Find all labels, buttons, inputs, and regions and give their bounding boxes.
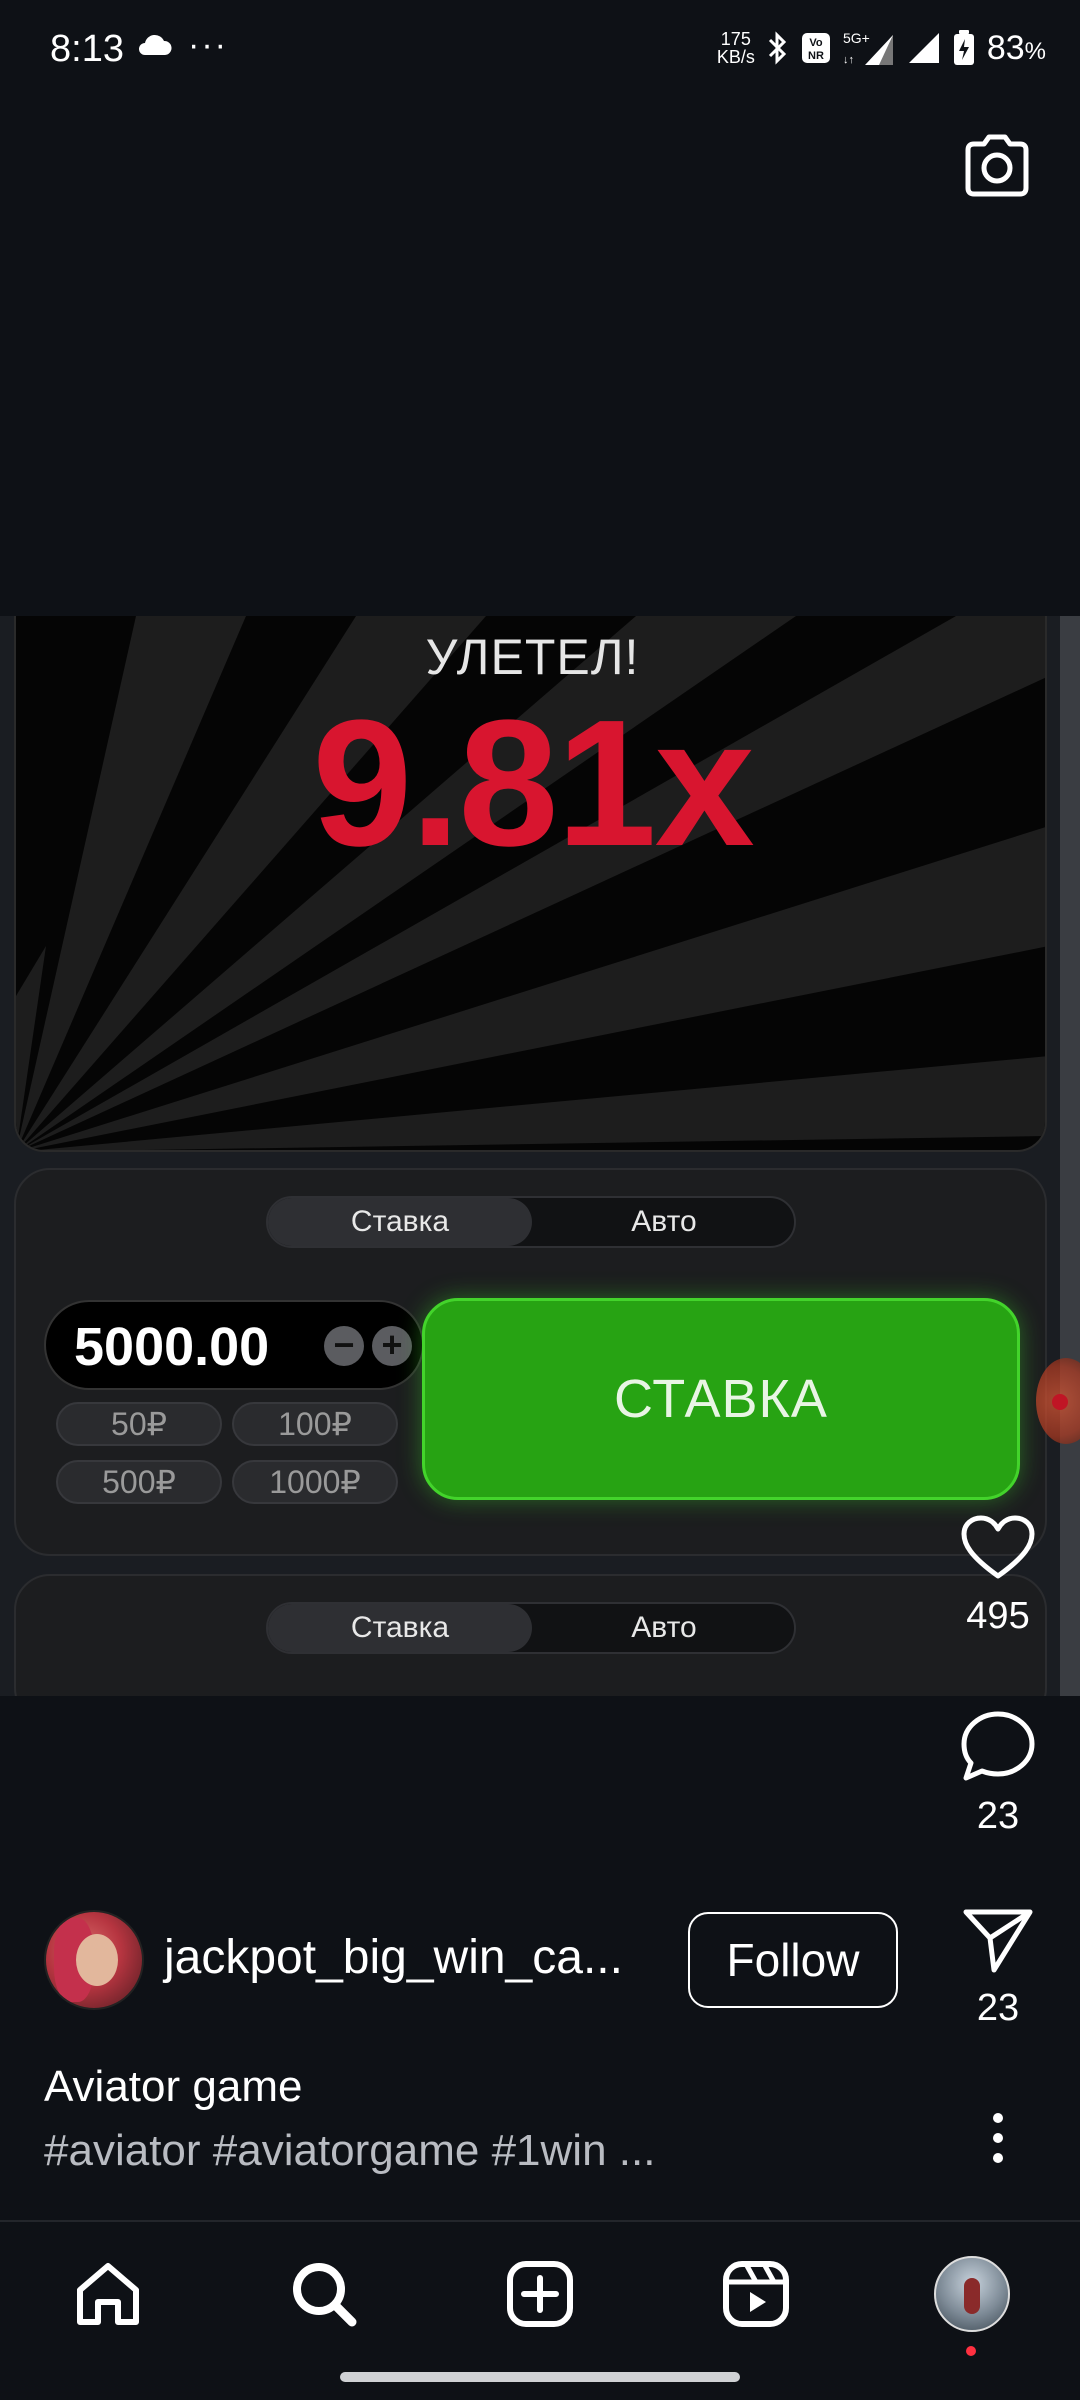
add-icon[interactable] <box>500 2254 580 2334</box>
send-icon[interactable] <box>960 1906 1036 1974</box>
bet-mode-switch-second: Ставка Авто <box>266 1602 796 1654</box>
network-speed-unit: KB/s <box>716 47 755 67</box>
status-more-dots: ··· <box>188 26 228 64</box>
bet-amount-field[interactable]: 5000.00 − + <box>44 1300 424 1390</box>
share-action[interactable]: 23 <box>940 1906 1056 2030</box>
network-speed-value: 175 <box>720 29 751 49</box>
bluetooth-icon <box>768 31 786 65</box>
5g-signal-icon: 5G+ ↓↑ <box>843 30 893 66</box>
notification-dot <box>966 2346 976 2356</box>
tab-bet-second[interactable]: Ставка <box>268 1604 532 1652</box>
bet-mode-switch: Ставка Авто <box>266 1196 796 1248</box>
status-bar: 8:13 ··· 175 KB/s Vo NR 5G+ ↓↑ <box>0 0 1080 100</box>
follow-button[interactable]: Follow <box>688 1912 898 2008</box>
tab-auto[interactable]: Авто <box>631 1205 697 1238</box>
comment-count: 23 <box>976 1795 1020 1837</box>
svg-text:5G+: 5G+ <box>843 30 870 46</box>
decrease-amount-button[interactable]: − <box>324 1326 364 1366</box>
profile-avatar[interactable] <box>934 2256 1010 2332</box>
flew-away-label: УЛЕТЕЛ! <box>425 629 640 685</box>
camera-icon[interactable] <box>962 132 1032 198</box>
place-bet-button[interactable]: СТАВКА <box>422 1298 1020 1500</box>
profile-avatar-figure <box>964 2278 980 2314</box>
author-avatar[interactable] <box>44 1910 144 2010</box>
svg-text:↓↑: ↓↑ <box>843 54 854 66</box>
bet-panel-second: Ставка Авто <box>14 1574 1047 1696</box>
heart-icon[interactable] <box>960 1514 1036 1582</box>
chip-50[interactable]: 50₽ <box>56 1402 222 1446</box>
search-icon[interactable] <box>284 2254 364 2334</box>
svg-text:NR: NR <box>808 50 824 62</box>
cloud-icon <box>139 34 172 55</box>
video-edge-strip <box>1060 616 1080 1696</box>
home-indicator[interactable] <box>340 2372 740 2382</box>
bet-amount-value: 5000.00 <box>74 1317 270 1377</box>
status-time: 8:13 <box>50 28 124 70</box>
like-action[interactable]: 495 <box>940 1514 1056 1638</box>
battery-percent: 83% <box>986 28 1046 67</box>
chip-500[interactable]: 500₽ <box>56 1460 222 1504</box>
crash-multiplier: 9.81x <box>312 683 754 884</box>
more-vertical-icon[interactable] <box>984 2112 1012 2164</box>
comment-icon[interactable] <box>960 1710 1036 1782</box>
nav-divider <box>0 2220 1080 2222</box>
post-caption[interactable]: Aviator game <box>44 2062 303 2111</box>
author-username[interactable]: jackpot_big_win_ca... <box>164 1931 623 1984</box>
signal-icon <box>908 33 939 63</box>
tab-bet[interactable]: Ставка <box>268 1198 532 1246</box>
comment-action[interactable]: 23 <box>940 1710 1056 1838</box>
reels-icon[interactable] <box>716 2254 796 2334</box>
chip-1000[interactable]: 1000₽ <box>232 1460 398 1504</box>
status-icons: 175 KB/s Vo NR 5G+ ↓↑ 83% <box>717 26 1046 70</box>
svg-text:Vo: Vo <box>809 37 823 49</box>
increase-amount-button[interactable]: + <box>372 1326 412 1366</box>
bet-panel: Ставка Авто 5000.00 − + 50₽ 100₽ 500₽ 10… <box>14 1168 1047 1556</box>
tab-auto-second[interactable]: Авто <box>631 1611 697 1644</box>
volte-icon: Vo NR <box>801 33 830 63</box>
ball-dot <box>1052 1394 1068 1410</box>
post-hashtags[interactable]: #aviator #aviatorgame #1win ... <box>44 2126 656 2175</box>
avatar-face <box>76 1934 118 1986</box>
battery-charging-icon <box>953 30 974 65</box>
share-count: 23 <box>976 1987 1020 2029</box>
chip-100[interactable]: 100₽ <box>232 1402 398 1446</box>
sunburst-background <box>16 616 1045 1150</box>
network-speed: 175 KB/s <box>717 30 755 66</box>
reel-video[interactable]: УЛЕТЕЛ! 9.81x Ставка Авто 5000.00 − + 50… <box>0 616 1080 1696</box>
home-icon[interactable] <box>68 2254 148 2334</box>
bottom-navigation <box>0 2222 1080 2400</box>
game-screen: УЛЕТЕЛ! 9.81x <box>14 616 1047 1152</box>
like-count: 495 <box>966 1595 1030 1637</box>
